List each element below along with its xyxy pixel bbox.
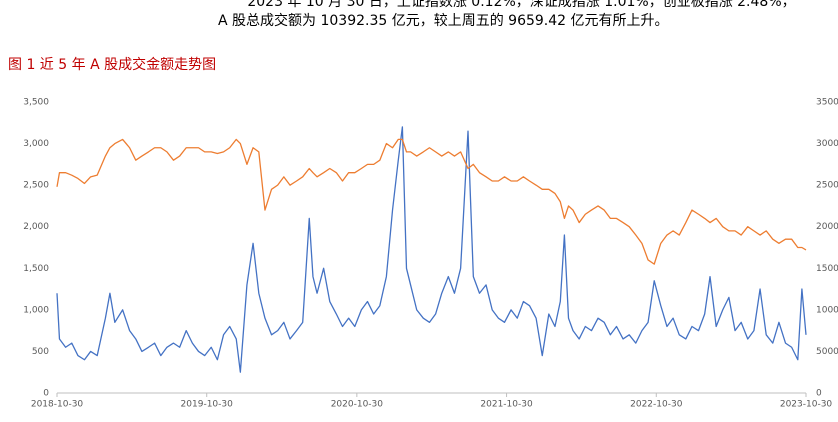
y-tick-label: 2,000	[23, 222, 49, 232]
y2-tick-label: 15000	[816, 264, 838, 274]
text-line: 2023 年 10 月 30 日，上证指数涨 0.12%，深证成指涨 1.01%…	[247, 0, 796, 10]
data-line	[56, 126, 807, 373]
y-tick-label: 3,500	[23, 98, 49, 108]
figure-caption: 图 1 近 5 年 A 股成交金额走势图	[8, 57, 217, 73]
text-line: A 股总成交额为 10392.35 亿元，较上周五的 9659.42 亿元有所上…	[218, 13, 669, 29]
y2-tick-label: 30000	[816, 139, 838, 149]
x-tick-label: 2018-10-30	[31, 400, 84, 410]
x-tick-label: 2021-10-30	[480, 400, 533, 410]
y-tick-label: 0	[43, 389, 49, 399]
y2-tick-label: 10000	[816, 305, 838, 315]
x-tick-label: 2022-10-30	[630, 400, 683, 410]
y2-tick-label: 5000	[816, 347, 838, 357]
y-tick-label: 1,000	[23, 305, 49, 315]
y-tick-label: 1,500	[23, 264, 49, 274]
y-tick-label: 3,000	[23, 139, 49, 149]
y2-tick-label: 25000	[816, 181, 838, 191]
y2-tick-label: 0	[816, 389, 822, 399]
x-tick-label: 2020-10-30	[331, 400, 384, 410]
y-tick-label: 2,500	[23, 181, 49, 191]
x-tick-label: 2023-10-30	[780, 400, 833, 410]
y-tick-label: 500	[32, 347, 49, 357]
x-tick-label: 2019-10-30	[181, 400, 234, 410]
data-line	[56, 138, 807, 265]
y2-tick-label: 35000	[816, 98, 838, 108]
y2-tick-label: 20000	[816, 222, 838, 232]
